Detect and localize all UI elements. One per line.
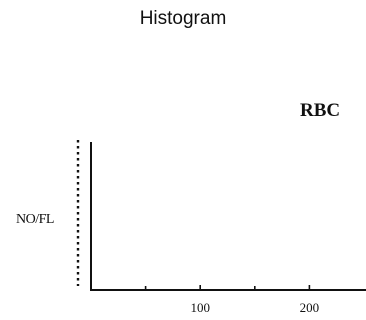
x-tick-label: 100 — [190, 300, 210, 315]
x-tick-label: 200 — [300, 300, 320, 315]
y-axis-label: NO/FL — [16, 212, 54, 227]
chart-title: RBC — [300, 100, 341, 121]
x-ticks-group: 100 200 — [144, 285, 320, 315]
page-title: Histogram — [139, 8, 227, 29]
